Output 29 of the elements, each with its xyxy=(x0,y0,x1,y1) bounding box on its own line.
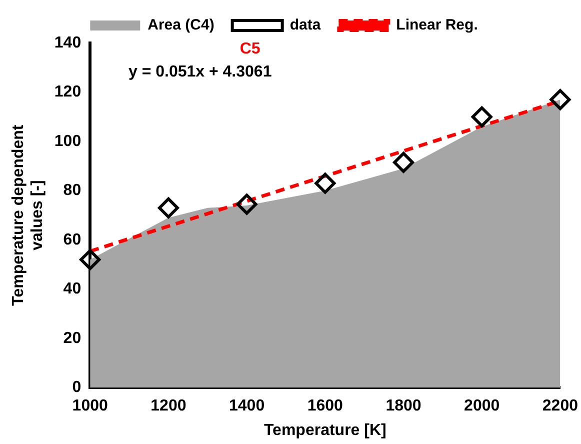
point xyxy=(236,194,258,215)
x-tick-label: 1400 xyxy=(229,398,265,415)
x-tick-label: 2200 xyxy=(542,398,578,415)
annotation: y = 0.051x + 4.3061 xyxy=(128,63,272,80)
y-tick-label: 0 xyxy=(72,379,82,396)
y-tick-label: 140 xyxy=(54,34,82,52)
y-tick-label: 100 xyxy=(54,132,82,150)
legend-label: Area (C4) xyxy=(148,16,214,34)
legend-label: data xyxy=(290,16,322,34)
point xyxy=(158,197,179,218)
point xyxy=(314,172,336,194)
point xyxy=(393,152,414,173)
point xyxy=(550,89,571,110)
x-tick-label: 2000 xyxy=(464,398,500,415)
x-tick-label: 1800 xyxy=(386,398,422,415)
x-axis-title: Temperature [K] xyxy=(264,422,386,439)
x-tick-label: 1600 xyxy=(307,398,344,415)
point xyxy=(471,106,492,128)
x-tick-label: 1200 xyxy=(150,398,186,415)
y-tick-label: 60 xyxy=(63,231,82,248)
y-tick-label: 40 xyxy=(63,280,82,298)
x-tick-label: 1000 xyxy=(72,398,108,415)
point xyxy=(80,249,101,270)
legend-label: Linear Reg. xyxy=(396,16,478,34)
y-tick-label: 20 xyxy=(63,330,82,347)
y-axis-title: Temperature dependent values [-] xyxy=(10,124,46,306)
annotation: C5 xyxy=(240,40,260,58)
y-tick-label: 80 xyxy=(63,182,82,200)
y-tick-label: 120 xyxy=(54,84,82,101)
